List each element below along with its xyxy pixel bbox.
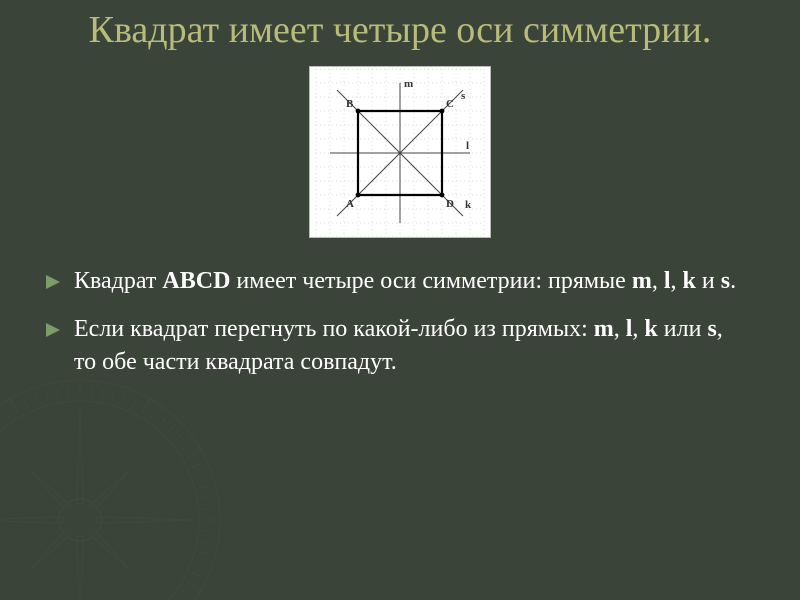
bullet-1: Квадрат ABCD имеет четыре оси симметрии:…: [40, 265, 740, 297]
bullet-triangle-icon: [44, 273, 62, 291]
title-wrap: Квадрат имеет четыре оси симметрии.: [0, 0, 800, 52]
b1-end: .: [730, 268, 736, 294]
b2-m: m: [594, 316, 614, 342]
svg-text:B: B: [346, 98, 354, 110]
svg-text:s: s: [461, 90, 466, 102]
b2-pre: Если квадрат перегнуть по какой-либо из …: [74, 316, 594, 342]
b1-post1: имеет четыре оси симметрии: прямые: [230, 268, 631, 294]
svg-text:A: A: [346, 198, 354, 210]
svg-text:k: k: [465, 199, 472, 211]
svg-text:C: C: [446, 98, 454, 110]
b1-m: m: [632, 268, 652, 294]
b1-k: k: [683, 268, 696, 294]
b2-c3: или: [658, 316, 708, 342]
b1-s: s: [721, 268, 730, 294]
bullet-2: Если квадрат перегнуть по какой-либо из …: [40, 313, 740, 378]
svg-text:l: l: [466, 140, 469, 152]
body: Квадрат ABCD имеет четыре оси симметрии:…: [40, 265, 740, 378]
b2-c2: ,: [632, 316, 644, 342]
slide: Квадрат имеет четыре оси симметрии. B C A D…: [0, 0, 800, 600]
b2-s: s: [707, 316, 716, 342]
b1-c2: ,: [671, 268, 683, 294]
compass-watermark: [0, 380, 220, 600]
b1-c3: и: [696, 268, 721, 294]
square-symmetry-figure: B C A Dm s l k: [309, 66, 491, 238]
b1-pre: Квадрат: [74, 268, 162, 294]
svg-text:m: m: [404, 78, 413, 90]
b1-l: l: [664, 268, 671, 294]
bullet-triangle-icon: [44, 321, 62, 339]
figure-wrap: B C A Dm s l k: [0, 66, 800, 243]
slide-title: Квадрат имеет четыре оси симметрии.: [89, 10, 712, 52]
b2-k: k: [644, 316, 657, 342]
svg-text:D: D: [446, 198, 454, 210]
b2-c1: ,: [614, 316, 626, 342]
b1-abcd: ABCD: [162, 268, 230, 294]
b1-c1: ,: [652, 268, 664, 294]
